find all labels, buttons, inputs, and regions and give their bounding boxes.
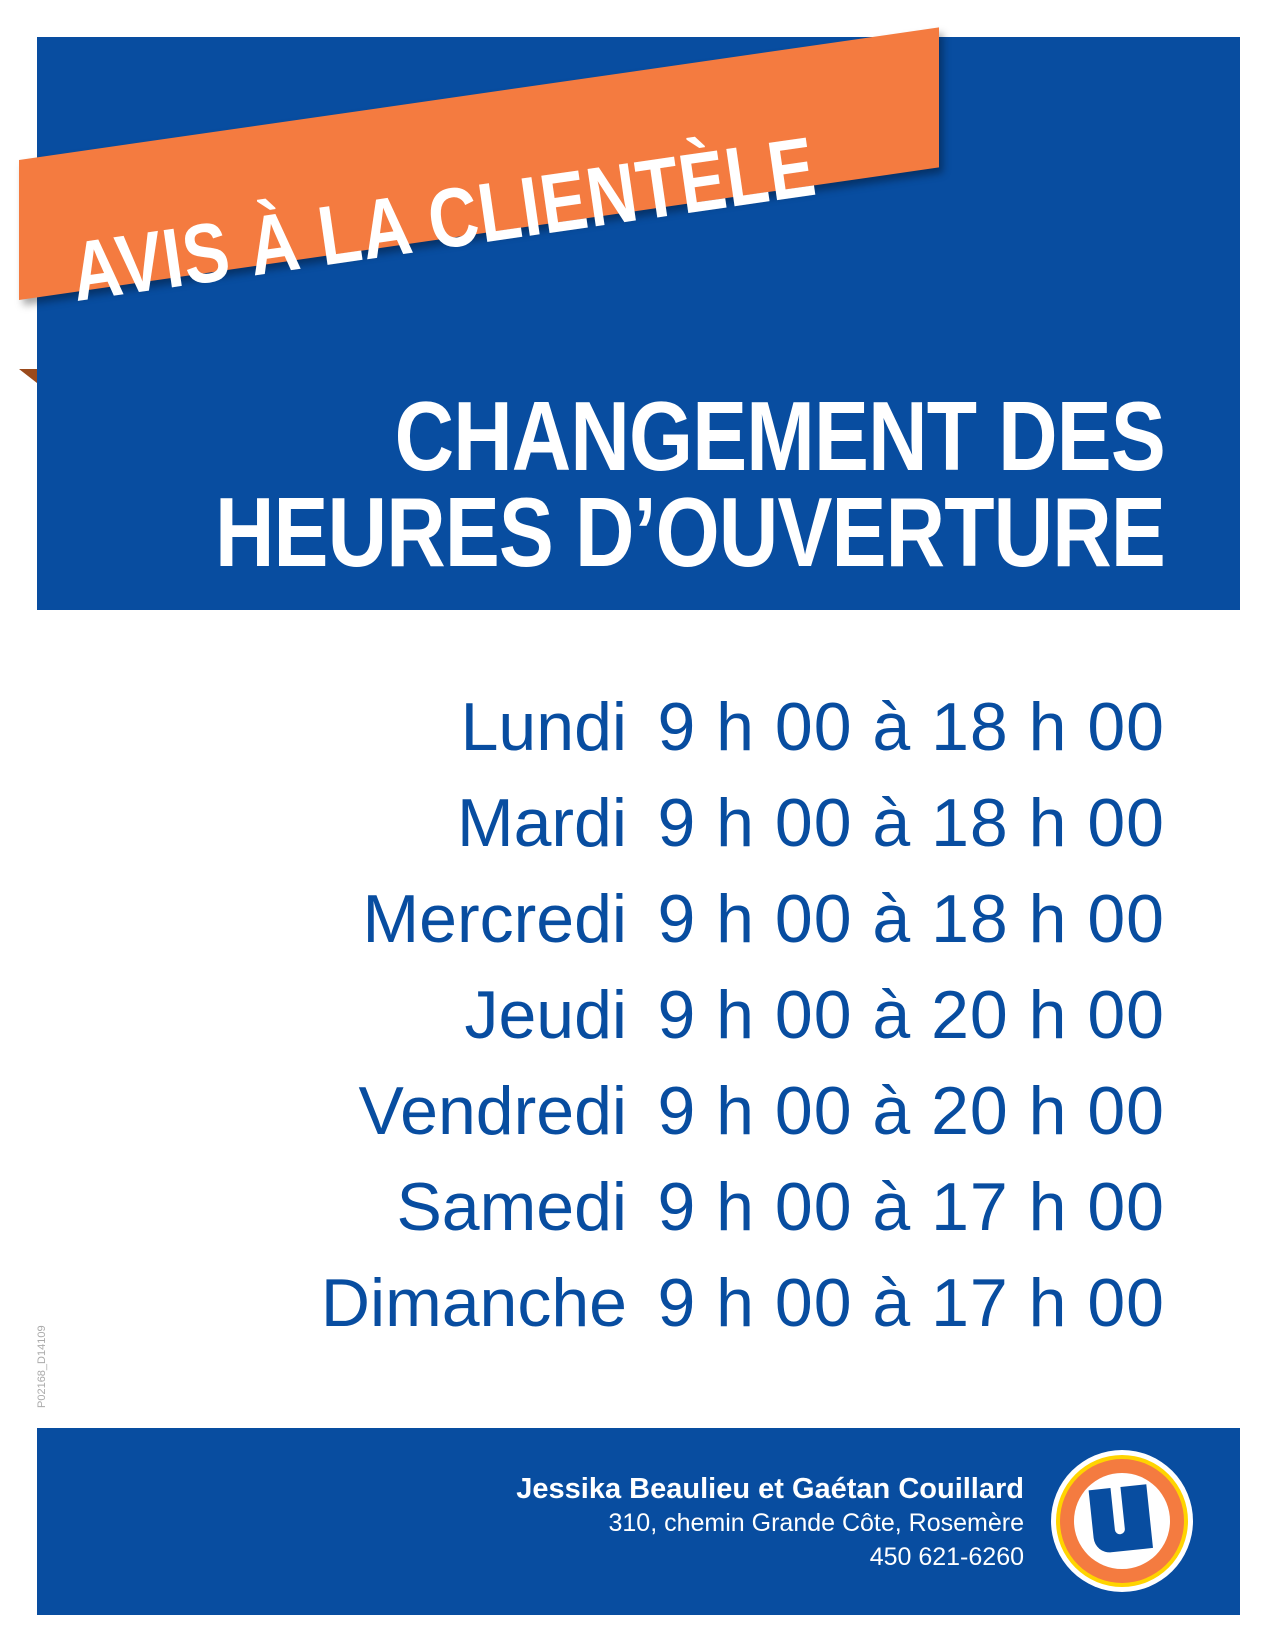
hours-row: Mardi 9 h 00 à 18 h 00 — [0, 784, 1275, 880]
day-label: Vendredi — [358, 1073, 627, 1149]
store-address: 310, chemin Grande Côte, Rosemère — [608, 1509, 1025, 1537]
hours-value: 9 h 00 à 20 h 00 — [657, 1073, 1165, 1149]
store-phone: 450 621-6260 — [869, 1543, 1024, 1571]
title-line-1: CHANGEMENT DES — [394, 381, 1166, 491]
day-label: Lundi — [460, 689, 627, 765]
store-owners: Jessika Beaulieu et Gaétan Couillard — [516, 1473, 1024, 1505]
hours-value: 9 h 00 à 18 h 00 — [657, 689, 1165, 765]
title-line-2: HEURES D’OUVERTURE — [215, 477, 1166, 587]
day-label: Samedi — [396, 1169, 627, 1245]
hours-row: Lundi 9 h 00 à 18 h 00 — [0, 688, 1275, 784]
day-label: Mardi — [456, 785, 627, 861]
hours-value: 9 h 00 à 17 h 00 — [657, 1265, 1165, 1341]
hours-row: Mercredi 9 h 00 à 18 h 00 — [0, 880, 1275, 976]
hours-row: Samedi 9 h 00 à 17 h 00 — [0, 1168, 1275, 1264]
footer-panel — [37, 1428, 1240, 1615]
banner-fold — [19, 369, 37, 383]
day-label: Dimanche — [320, 1265, 627, 1341]
hours-value: 9 h 00 à 20 h 00 — [657, 977, 1165, 1053]
day-label: Mercredi — [362, 881, 628, 957]
hours-value: 9 h 00 à 17 h 00 — [657, 1169, 1165, 1245]
hours-list: Lundi 9 h 00 à 18 h 00 Mardi 9 h 00 à 18 h… — [0, 688, 1275, 1360]
page-title: CHANGEMENT DES HEURES D’OUVERTURE — [215, 381, 1166, 587]
hours-value: 9 h 00 à 18 h 00 — [657, 785, 1165, 861]
hours-value: 9 h 00 à 18 h 00 — [657, 881, 1165, 957]
hours-row: Dimanche 9 h 00 à 17 h 00 — [0, 1264, 1275, 1360]
day-label: Jeudi — [464, 977, 627, 1053]
store-info: Jessika Beaulieu et Gaétan Couillard 310… — [516, 1472, 1024, 1574]
hours-row: Jeudi 9 h 00 à 20 h 00 — [0, 976, 1275, 1072]
hours-row: Vendredi 9 h 00 à 20 h 00 — [0, 1072, 1275, 1168]
document-code: P02168_D14109 — [36, 1325, 48, 1408]
u-logo-icon — [1051, 1450, 1193, 1592]
